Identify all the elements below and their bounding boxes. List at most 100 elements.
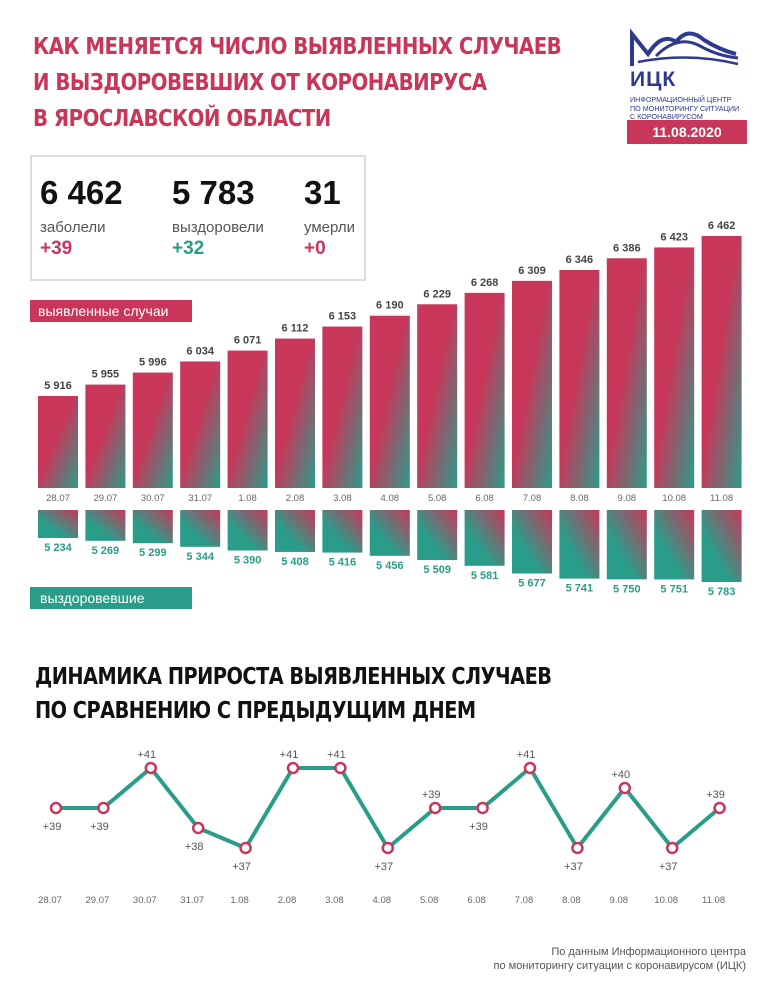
recovered-bar [38, 510, 78, 538]
logo-subtitle-line: С КОРОНАВИРУСОМ [630, 112, 703, 121]
recovered-bar-label: 5 750 [613, 583, 641, 595]
logo-subtitle-line: ИНФОРМАЦИОННЫЙ ЦЕНТР [630, 95, 732, 104]
stat-label: умерли [304, 219, 355, 236]
category-label: 1.08 [230, 895, 249, 906]
growth-point-label: +41 [280, 749, 299, 761]
cases-bar [701, 236, 742, 488]
recovered-bar-label: 5 416 [329, 557, 357, 569]
growth-point [334, 761, 347, 775]
cases-bar [606, 258, 647, 488]
growth-point [523, 761, 537, 775]
title-line-1: КАК МЕНЯЕТСЯ ЧИСЛО ВЫЯВЛЕННЫХ СЛУЧАЕВ [33, 32, 562, 60]
recovered-bar-label: 5 269 [92, 545, 120, 557]
category-label: 9.08 [610, 895, 629, 906]
category-label: 2.08 [278, 895, 297, 906]
growth-point-label: +41 [327, 749, 346, 761]
cases-bar-label: 5 955 [92, 369, 120, 381]
cases-bar [227, 350, 268, 488]
category-label: 31.07 [188, 493, 212, 504]
source-line: по мониторингу ситуации с коронавирусом … [493, 960, 746, 972]
growth-point [713, 801, 726, 815]
cases-bar-label: 6 346 [566, 254, 594, 266]
bar-chart: 5 916 28.07 5 955 29.07 5 996 30.07 6 034 31.07… [38, 220, 742, 598]
category-label: 29.07 [94, 493, 118, 504]
recovered-bars: 5 234 5 269 5 299 5 344 5 390 5 408 5 416 5 456… [38, 510, 742, 598]
source-note: По данным Информационного центра по мони… [494, 945, 746, 973]
cases-bar-label: 6 071 [234, 335, 262, 347]
cases-bar [464, 292, 505, 488]
recovered-bar-label: 5 408 [281, 556, 309, 568]
recovered-bar-label: 5 741 [566, 583, 594, 595]
date-badge: 11.08.2020 [627, 120, 747, 144]
growth-point [239, 841, 252, 855]
category-label: 9.08 [618, 493, 637, 504]
growth-point-label: +38 [185, 841, 204, 853]
recovered-bar [85, 510, 126, 541]
cases-bar-label: 6 386 [613, 242, 641, 254]
legend-cases: выявленные случаи [30, 300, 192, 322]
cases-bar [38, 396, 78, 488]
cases-bar-label: 6 462 [708, 220, 736, 232]
growth-point-label: +39 [422, 789, 441, 801]
growth-point [49, 801, 63, 815]
stat-infected: 6 462 заболели +39 [40, 175, 123, 260]
growth-point [428, 801, 442, 815]
stat-delta: +0 [304, 238, 326, 259]
category-label: 7.08 [523, 493, 542, 504]
growth-point-label: +37 [659, 861, 678, 873]
category-label: 8.08 [570, 493, 589, 504]
line-chart-title-line: ДИНАМИКА ПРИРОСТА ВЫЯВЛЕННЫХ СЛУЧАЕВ [35, 664, 552, 690]
cases-bar [559, 269, 600, 488]
cases-bar [512, 280, 552, 488]
recovered-bar [606, 510, 647, 580]
growth-point [665, 841, 679, 855]
growth-point [571, 841, 584, 855]
category-label: 31.07 [180, 895, 204, 906]
cases-bar-label: 6 034 [186, 345, 214, 357]
page-title: КАК МЕНЯЕТСЯ ЧИСЛО ВЫЯВЛЕННЫХ СЛУЧАЕВ И … [33, 28, 562, 136]
category-label: 5.08 [428, 493, 447, 504]
growth-point [144, 761, 158, 775]
growth-point-label: +37 [374, 861, 393, 873]
recovered-bar-label: 5 783 [708, 586, 736, 598]
cases-bar-label: 6 309 [518, 265, 546, 277]
recovered-bar [559, 510, 600, 579]
growth-point-label: +37 [564, 861, 583, 873]
category-label: 11.08 [710, 493, 733, 504]
growth-point-label: +39 [469, 821, 488, 833]
cases-bar-label: 5 996 [139, 357, 167, 369]
growth-point [286, 761, 300, 775]
cases-bar [417, 304, 458, 488]
category-label: 6.08 [467, 895, 486, 906]
recovered-bar [132, 510, 173, 544]
category-label: 30.07 [133, 895, 157, 906]
legend-recovered: выздоровевшие [30, 587, 192, 609]
stat-delta: +32 [172, 238, 205, 259]
recovered-bar-label: 5 234 [44, 542, 72, 554]
recovered-bar [417, 510, 458, 561]
cases-bar-label: 6 268 [471, 277, 499, 289]
source-line: По данным Информационного центра [551, 946, 746, 958]
cases-bar-label: 6 190 [376, 300, 404, 312]
cases-bar-label: 6 423 [660, 231, 688, 243]
recovered-bar-label: 5 751 [660, 583, 688, 595]
growth-line: +39 28.07 +39 29.07 +41 30.07 +38 31.07 +37 1.08 +… [38, 749, 726, 906]
growth-point [97, 801, 110, 815]
growth-point [191, 821, 205, 835]
growth-point-label: +41 [517, 749, 536, 761]
logo-subtitle: ИНФОРМАЦИОННЫЙ ЦЕНТР ПО МОНИТОРИНГУ СИТУ… [630, 95, 760, 122]
category-label: 29.07 [86, 895, 110, 906]
stat-value: 6 462 [40, 174, 123, 211]
category-label: 30.07 [141, 493, 165, 504]
recovered-bar [654, 510, 695, 580]
stats-box: 6 462 заболели +39 5 783 выздоровели +32… [30, 155, 366, 281]
stat-label: выздоровели [172, 219, 264, 236]
stat-recovered: 5 783 выздоровели +32 [172, 175, 264, 260]
recovered-bar [322, 510, 363, 553]
cases-bar-label: 5 916 [44, 380, 72, 392]
category-label: 28.07 [38, 895, 62, 906]
recovered-bar [369, 510, 410, 556]
category-label: 5.08 [420, 895, 439, 906]
category-label: 3.08 [325, 895, 344, 906]
